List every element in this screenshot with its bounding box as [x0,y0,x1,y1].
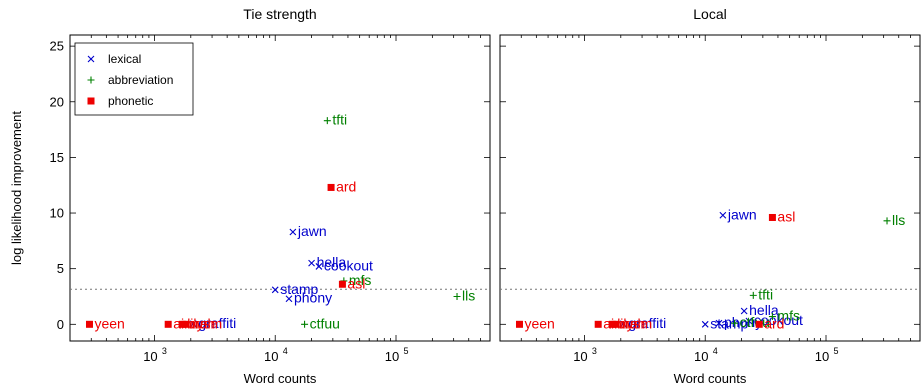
x-tick-label: 10 [815,349,829,364]
legend-marker [87,76,95,84]
data-point [745,317,753,325]
point-label: mfs [349,272,372,288]
x-tick-exponent: 5 [833,346,838,356]
point-label: yeen [94,315,124,331]
data-point [315,263,323,270]
data-point [731,319,739,327]
point-label: jawn [727,206,757,222]
point-label: tfti [758,286,773,302]
point-label: cookout [754,312,803,328]
point-label: bruh [617,315,645,331]
point-label: phony [724,314,762,330]
data-point [301,320,309,328]
data-point [289,228,297,236]
point-label: graffiti [628,315,666,331]
data-point [611,320,619,328]
x-axis-label: Word counts [674,371,747,386]
data-point [189,320,197,328]
point-label: ilysm [190,315,222,331]
data-point [883,217,891,225]
x-tick-exponent: 3 [162,346,167,356]
plot-frame [69,34,491,342]
data-point [768,213,776,221]
x-tick-label: 10 [264,349,278,364]
x-tick-exponent: 3 [592,346,597,356]
data-point [749,291,757,299]
x-axis-label: Word counts [244,371,317,386]
data-point [701,320,709,328]
legend-box [74,42,194,116]
data-point [715,319,723,327]
point-label: phony [294,290,332,306]
data-point [719,211,727,219]
point-label: stamp [280,281,318,297]
data-point [181,320,189,328]
x-tick-label: 10 [573,349,587,364]
data-point [515,320,523,328]
x-tick-label: 10 [143,349,157,364]
data-point [323,117,331,125]
point-label: asl [347,275,365,291]
x-tick-label: 10 [385,349,399,364]
point-label: hella [317,254,347,270]
data-point [594,320,602,328]
y-tick-label: 0 [57,317,64,332]
data-point [619,320,627,328]
data-point [285,295,293,303]
data-point [85,320,93,328]
point-label: hella [749,302,779,318]
legend: lexical abbreviation phonetic [74,42,194,116]
point-label: graffiti [198,315,236,331]
x-tick-exponent: 4 [713,346,718,356]
plot-frame [499,34,921,342]
point-label: ard [336,178,356,194]
panel-tie-strength: Tie strength Word counts log likelihood … [9,6,491,386]
point-label: stamp [710,315,748,331]
point-label: ctfuu [310,315,340,331]
legend-label: lexical [108,52,141,66]
y-tick-label: 15 [50,150,64,165]
legend-label: abbreviation [108,73,173,87]
data-point [164,320,172,328]
x-tick-exponent: 4 [283,346,288,356]
data-point [308,259,315,267]
data-point [740,307,748,315]
y-axis-label: log likelihood improvement [9,111,24,265]
data-point [338,280,346,288]
point-label: lls [892,212,905,228]
legend-marker [87,97,95,105]
point-label: ard [764,315,784,331]
data-point [453,292,461,300]
x-tick-exponent: 5 [403,346,408,356]
point-label: bruh [187,315,215,331]
panel-title: Local [693,6,726,22]
data-point [327,183,335,191]
point-label: cookout [324,257,373,273]
data-point [755,320,763,328]
data-point [271,286,279,294]
point-label: tfti [332,112,347,128]
point-label: ilysm [620,315,652,331]
panel-title: Tie strength [243,6,316,22]
point-label: asl [777,208,795,224]
point-label: mfs [777,308,800,324]
panel-local: Local Word counts 10 3 10 4 10 5 jawn hellacook… [499,6,921,386]
y-tick-label: 25 [50,39,64,54]
point-label: lls [462,287,475,303]
point-label: yeen [524,315,554,331]
data-point [768,313,776,321]
y-tick-label: 20 [50,94,64,109]
y-tick-label: 5 [57,261,64,276]
legend-marker [87,55,95,63]
point-label: jawn [297,223,327,239]
legend-label: phonetic [108,94,153,108]
y-tick-label: 10 [50,206,64,221]
x-tick-label: 10 [694,349,708,364]
